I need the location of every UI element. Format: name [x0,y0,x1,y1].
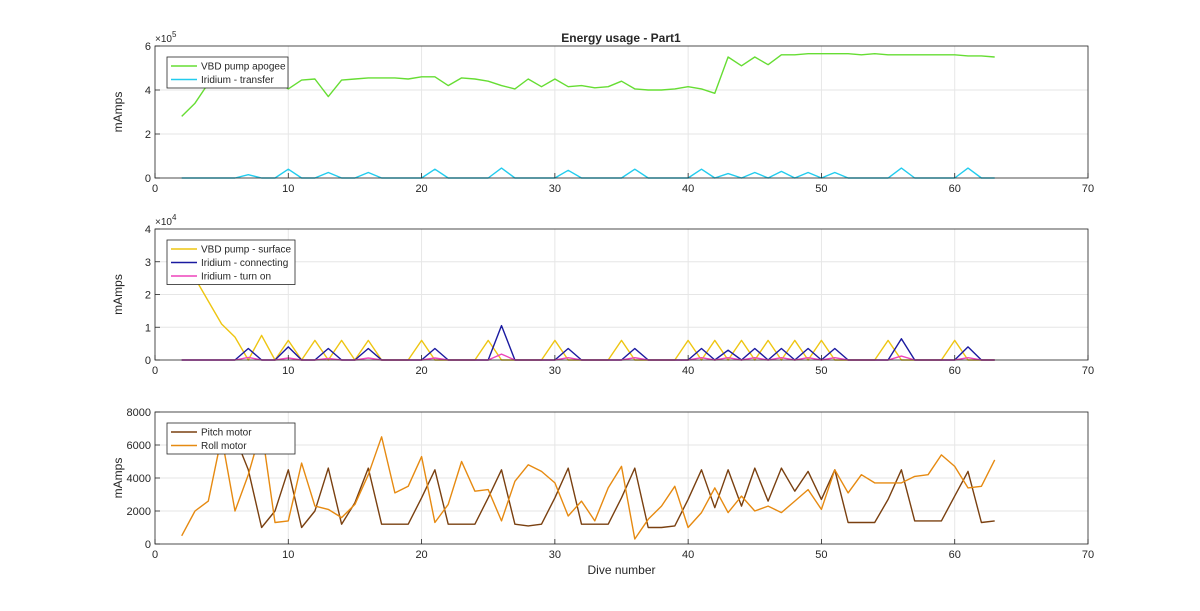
x-tick-label: 0 [152,183,158,195]
y-tick-label: 2 [145,129,151,141]
x-tick-label: 10 [282,365,294,377]
axes-box [154,45,1089,179]
x-tick-label: 40 [682,183,694,195]
x-tick-label: 30 [549,549,561,561]
legend-entry: Iridium - transfer [201,75,274,86]
x-tick-label: 30 [549,365,561,377]
series-line-2 [181,427,996,540]
y-axis-label: mAmps [111,92,125,133]
x-tick-label: 10 [282,183,294,195]
x-tick-label: 50 [815,183,827,195]
y-tick-label: 1 [145,322,151,334]
y-tick-label: 2000 [127,506,151,518]
x-tick-label: 10 [282,549,294,561]
legend-box [166,56,289,89]
legend-entry: Iridium - turn on [201,272,271,283]
axes-1: 0 10 20 30 40 50 60 70 0 2 4 6 ×105 mAmps VBD pump apo… [111,30,1094,195]
x-tick-label: 50 [815,365,827,377]
x-tick-label: 40 [682,365,694,377]
y-exponent-label: ×104 [155,213,177,228]
x-tick-label: 0 [152,365,158,377]
y-exponent-label: ×105 [155,30,177,45]
y-tick-label: 6000 [127,440,151,452]
x-tick-label: 20 [415,183,427,195]
y-tick-label: 2 [145,290,151,302]
y-tick-label: 0 [145,355,151,367]
series-line-1 [181,53,995,117]
legend-entry: VBD pump apogee [201,62,286,73]
y-tick-label: 0 [145,173,151,185]
legend: Pitch motor Roll motor [166,422,296,455]
legend-entry: Iridium - connecting [201,258,288,269]
x-tick-label: 60 [949,183,961,195]
legend-box [166,422,296,455]
x-tick-label: 70 [1082,365,1094,377]
x-tick-label: 0 [152,549,158,561]
x-axis-label: Dive number [587,563,655,577]
x-tick-label: 70 [1082,549,1094,561]
y-tick-label: 4 [145,85,151,97]
x-tick-label: 60 [949,549,961,561]
series-line-1 [181,427,995,529]
y-tick-label: 3 [145,257,151,269]
y-axis-label: mAmps [111,274,125,315]
x-tick-label: 60 [949,365,961,377]
x-tick-label: 70 [1082,183,1094,195]
y-tick-label: 8000 [127,407,151,419]
axes-3: 0 10 20 30 40 50 60 70 0 2000 4000 6000 8000 mAmps Div… [111,407,1094,577]
x-tick-label: 20 [415,549,427,561]
legend-entry: Pitch motor [201,428,252,439]
legend-entry: VBD pump - surface [201,245,291,256]
y-axis-label: mAmps [111,458,125,499]
legend-entry: Roll motor [201,441,247,452]
legend: VBD pump apogee Iridium - transfer [166,56,289,89]
y-tick-label: 0 [145,539,151,551]
y-tick-label: 4000 [127,473,151,485]
axes-2: 0 10 20 30 40 50 60 70 0 1 2 3 4 ×104 mAmps VBD pump - … [111,213,1094,377]
x-tick-label: 40 [682,549,694,561]
figure-title: Energy usage - Part1 [561,31,681,45]
legend: VBD pump - surface Iridium - connecting Ir… [166,239,296,285]
plot-area [155,46,1088,178]
x-tick-label: 30 [549,183,561,195]
y-tick-label: 6 [145,41,151,53]
x-tick-label: 20 [415,365,427,377]
x-tick-label: 50 [815,549,827,561]
y-tick-label: 4 [145,224,151,236]
